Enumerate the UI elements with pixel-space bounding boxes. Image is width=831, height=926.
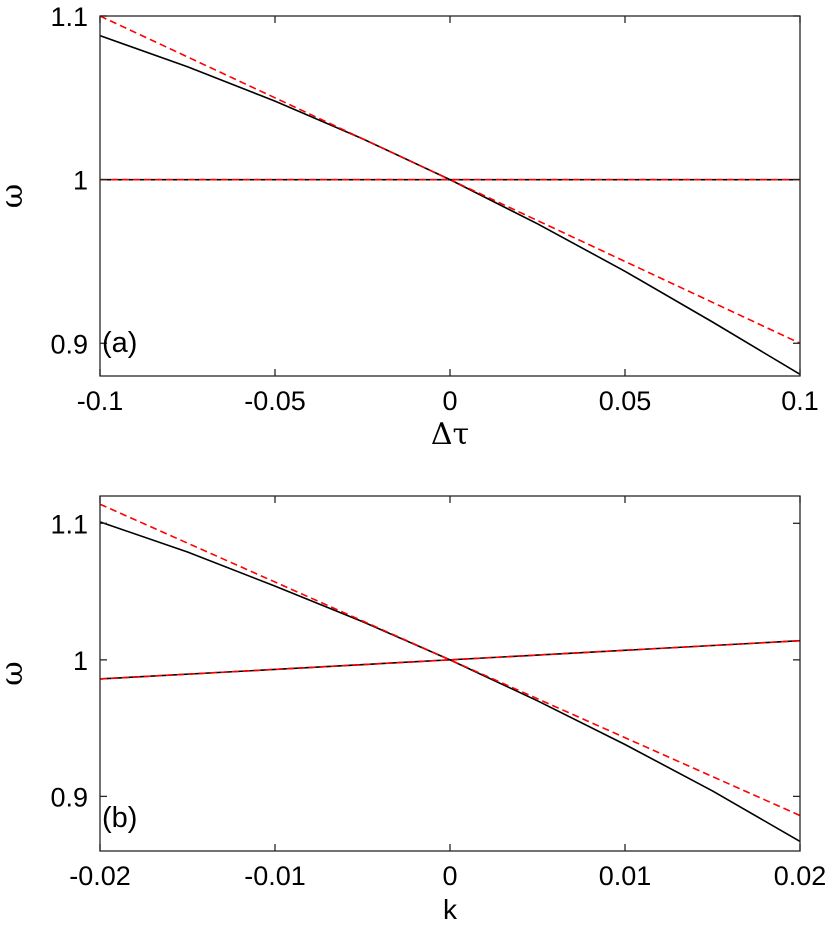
x-axis-label: k — [443, 894, 458, 925]
x-tick-label: -0.01 — [244, 861, 306, 891]
axes-box — [99, 15, 801, 377]
y-tick-label: 1.1 — [50, 2, 88, 32]
x-tick-label: -0.02 — [69, 861, 131, 891]
series-group — [100, 16, 800, 376]
y-tick-label: 1 — [73, 646, 88, 676]
x-tick-label: 0.1 — [781, 386, 819, 416]
y-tick-label: 0.9 — [50, 329, 88, 359]
series-line-1 — [100, 503, 800, 817]
x-tick-label: -0.1 — [77, 386, 124, 416]
y-tick-label: 1.1 — [50, 509, 88, 539]
x-tick-label: 0.05 — [599, 386, 652, 416]
panel-1: -0.02 -0.01 0 0.01 0.02 0.9 1 1.1 k ω (b) — [0, 495, 827, 925]
x-tick-label: -0.05 — [244, 386, 306, 416]
panel-0: -0.1 -0.05 0 0.05 0.1 0.9 1 1.1 Δτ ω (a) — [0, 2, 819, 452]
series-group — [100, 503, 800, 843]
y-tick-label: 1 — [73, 166, 88, 196]
x-tick-label: 0 — [442, 861, 457, 891]
x-tick-label: 0.01 — [599, 861, 652, 891]
series-line-0 — [100, 34, 800, 376]
series-line-0 — [100, 521, 800, 843]
y-axis-label: ω — [0, 661, 30, 685]
series-line-3 — [100, 639, 800, 680]
x-axis-label: Δτ — [431, 417, 469, 452]
panel-label: (b) — [102, 802, 137, 834]
panel-label: (a) — [102, 327, 137, 359]
y-tick-label: 0.9 — [50, 782, 88, 812]
y-axis-label: ω — [0, 184, 30, 208]
x-tick-label: 0.02 — [774, 861, 827, 891]
x-tick-label: 0 — [442, 386, 457, 416]
